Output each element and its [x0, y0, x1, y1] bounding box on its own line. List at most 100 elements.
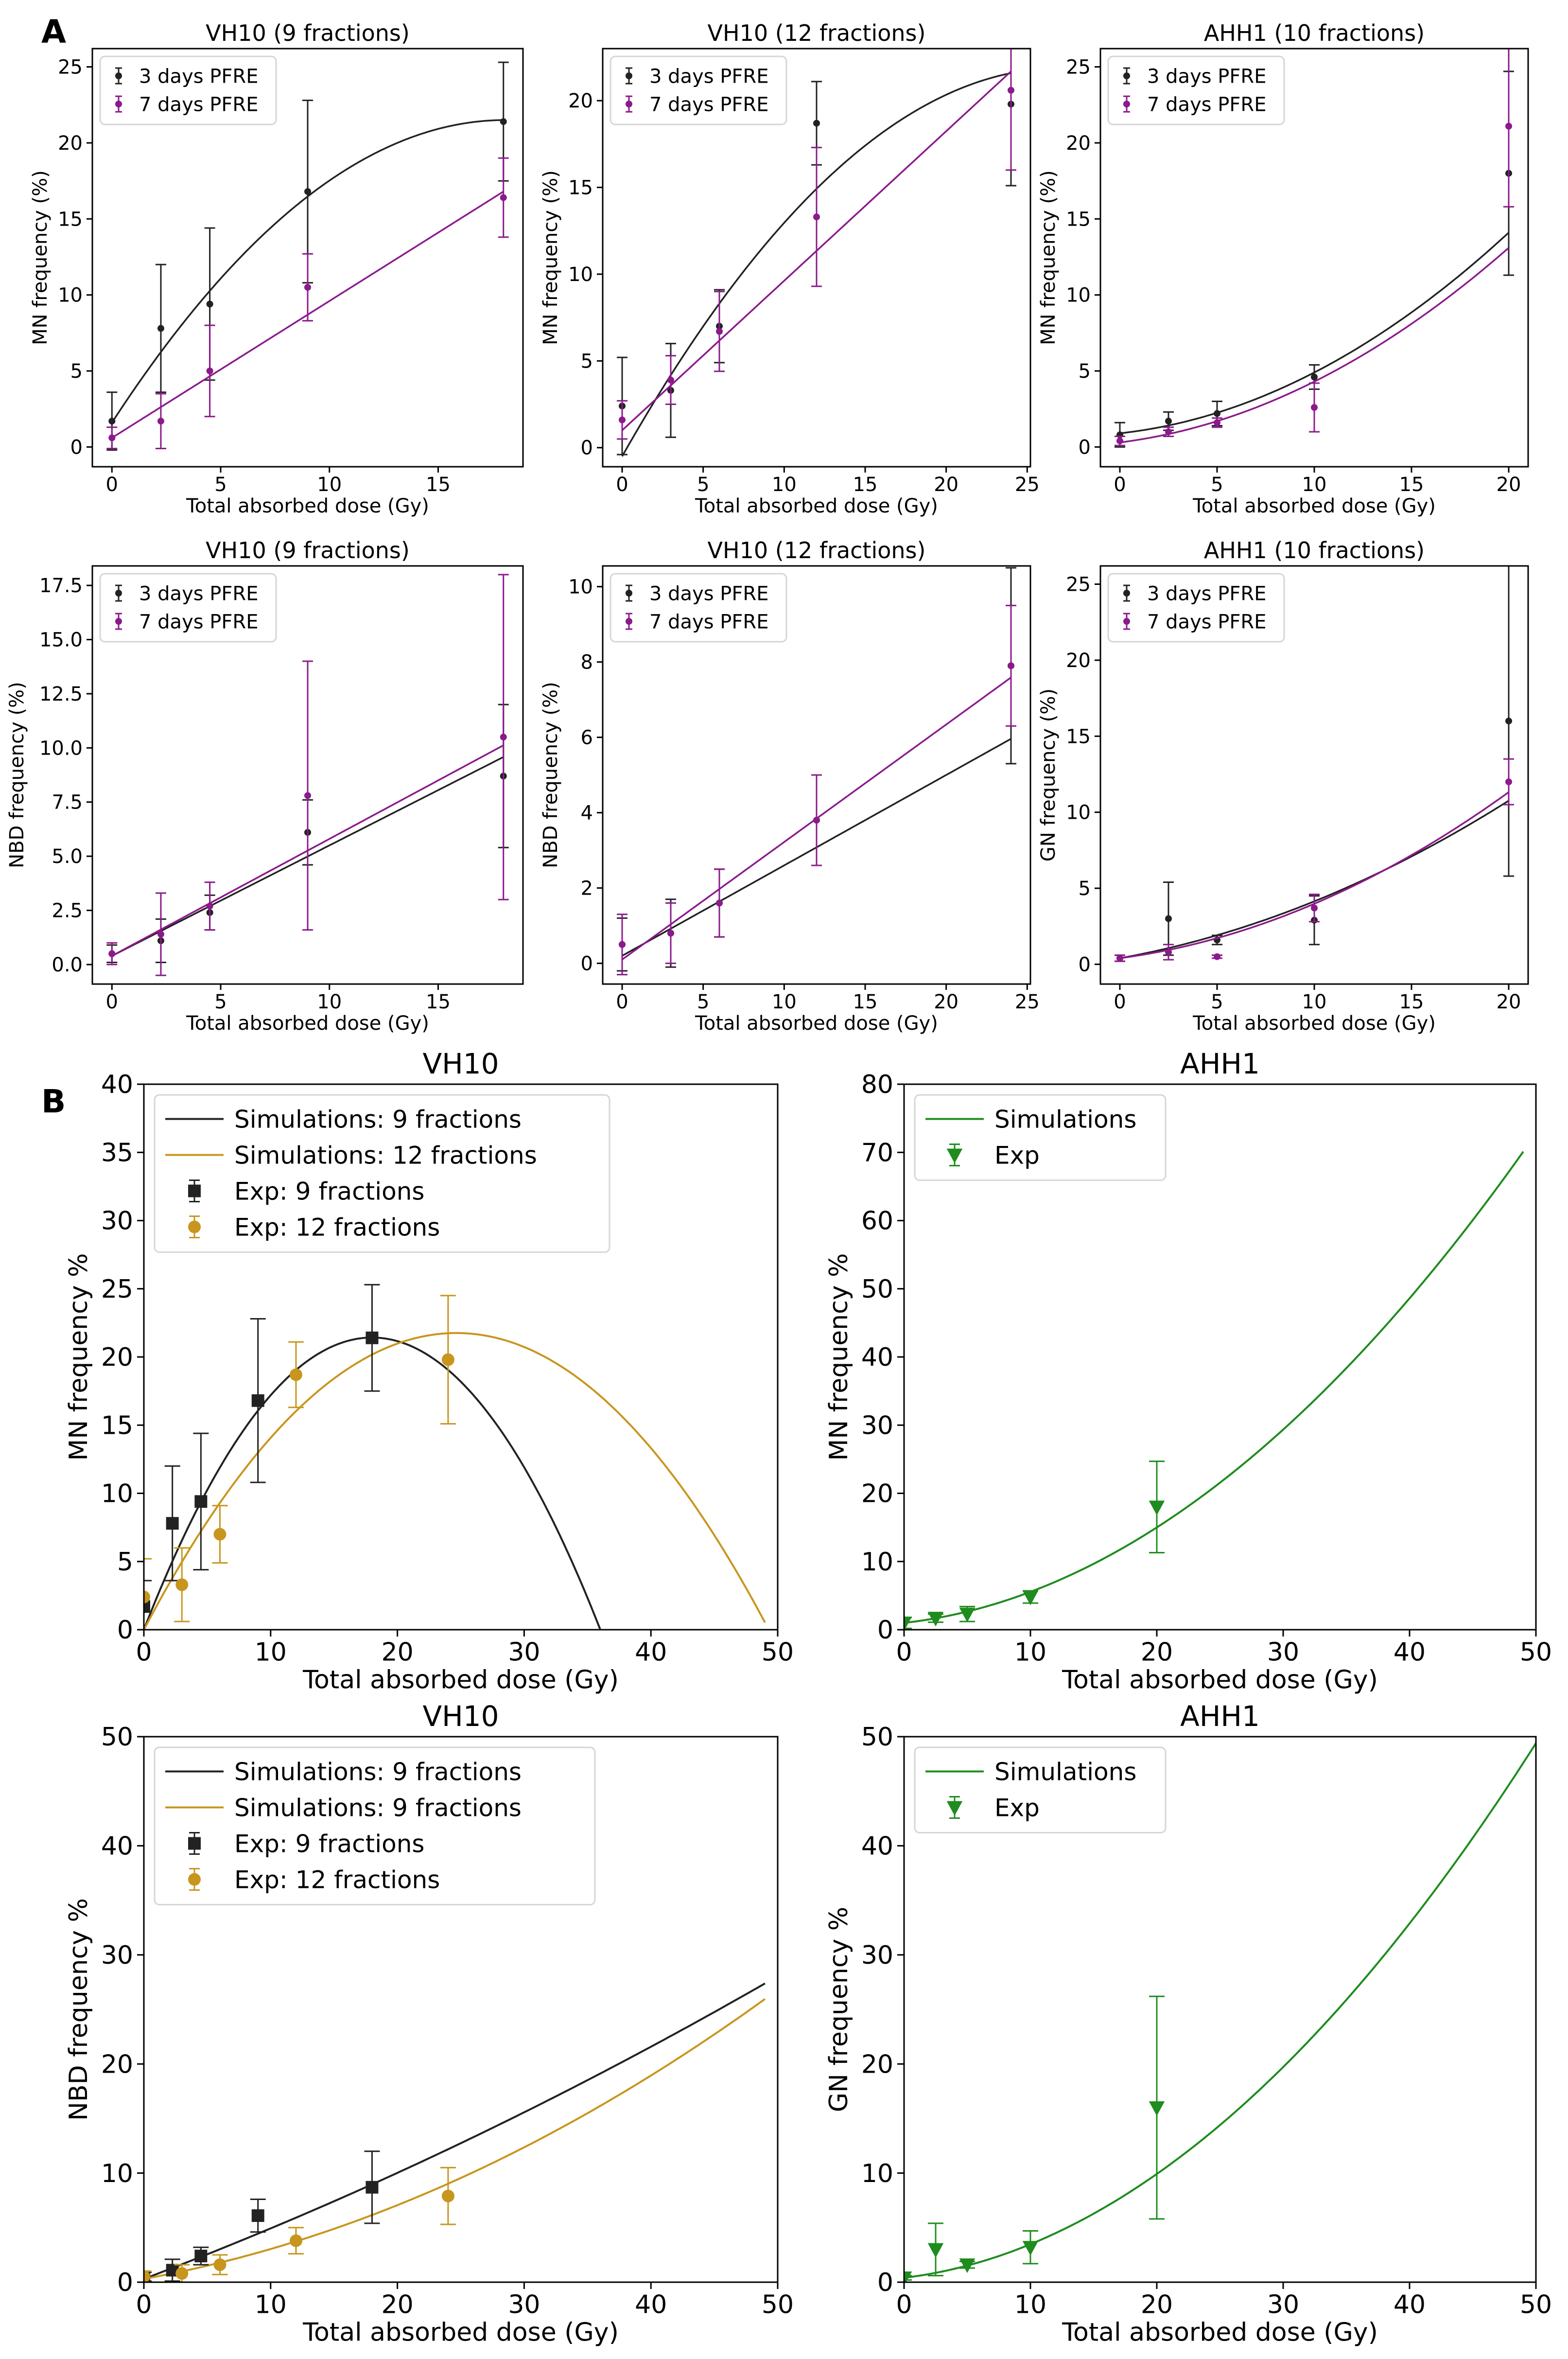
x-tick-label: 10 — [1302, 991, 1327, 1013]
legend-item: 3 days PFRE — [1123, 65, 1267, 88]
chart-b4: AHH1 0 10 20 30 40 50 0 10 20 30 40 50 Total absorbed… — [824, 1700, 1552, 2347]
y-axis-label: NBD frequency (%) — [6, 682, 28, 868]
y-tick-label: 25 — [1066, 574, 1091, 596]
y-tick-label: 5 — [70, 360, 83, 383]
series-simulations-9-fractions — [144, 1337, 602, 1630]
data-point — [304, 283, 311, 291]
plot-area — [144, 1284, 766, 1630]
legend-label: 3 days PFRE — [649, 582, 769, 605]
series-simulations-12-fractions — [144, 1332, 766, 1630]
axes-frame — [602, 565, 1031, 985]
y-tick-label: 15 — [101, 1411, 133, 1440]
axes-frame — [91, 565, 524, 985]
legend-label: Simulations: 9 fractions — [234, 1106, 522, 1134]
x-tick-label: 20 — [934, 991, 958, 1013]
legend-label: 7 days PFRE — [1147, 611, 1267, 633]
x-tick-label: 5 — [697, 991, 709, 1013]
chart-title: VH10 (12 fractions) — [708, 537, 926, 563]
y-tick-label: 20 — [861, 2050, 893, 2079]
legend-label: 7 days PFRE — [1147, 93, 1267, 116]
data-point — [1116, 437, 1123, 444]
series-7-days-pfre — [1115, 49, 1514, 446]
data-point — [194, 2250, 208, 2263]
x-tick-label: 30 — [508, 1637, 540, 1667]
data-point — [166, 1517, 179, 1530]
data-point — [927, 2243, 944, 2258]
data-point — [1505, 778, 1512, 786]
data-point — [157, 325, 164, 332]
x-tick-label: 20 — [1497, 991, 1521, 1013]
y-tick-label: 5 — [1079, 360, 1091, 383]
y-tick-label: 0 — [1079, 436, 1091, 458]
plot-area — [1115, 49, 1514, 448]
legend-box — [154, 1746, 596, 1905]
y-tick-label: 10 — [568, 264, 593, 286]
data-point — [959, 2258, 976, 2273]
axes-frame — [903, 1736, 1537, 2283]
legend: 3 days PFRE 7 days PFRE — [610, 55, 787, 125]
y-tick-label: 5 — [581, 350, 593, 372]
data-point — [904, 1616, 912, 1630]
x-tick-label: 0 — [1114, 474, 1126, 496]
data-point — [206, 902, 213, 910]
y-tick-label: 50 — [861, 1275, 893, 1304]
plot-area — [904, 1743, 1536, 2282]
legend-marker — [188, 1184, 201, 1197]
data-point — [366, 2181, 379, 2194]
series-7-days-pfre — [617, 604, 1016, 976]
data-point — [813, 213, 820, 221]
x-axis-label: Total absorbed dose (Gy) — [1062, 1666, 1378, 1695]
legend: 3 days PFRE 7 days PFRE — [1107, 55, 1285, 125]
legend-label: 3 days PFRE — [139, 582, 259, 605]
x-tick-label: 15 — [1399, 474, 1424, 496]
x-axis-label: Total absorbed dose (Gy) — [1192, 495, 1436, 517]
x-axis-label: Total absorbed dose (Gy) — [695, 1012, 938, 1035]
data-point — [175, 1578, 189, 1591]
data-point — [213, 1528, 226, 1541]
legend-label: 7 days PFRE — [139, 611, 259, 633]
legend-label: Simulations — [994, 1106, 1136, 1134]
x-tick-label: 10 — [317, 474, 342, 496]
legend-item: Exp: 12 fractions — [188, 1866, 440, 1894]
chart-title: VH10 (9 fractions) — [206, 20, 410, 46]
data-point — [1165, 428, 1172, 436]
data-point — [619, 416, 626, 423]
data-point — [667, 930, 674, 937]
y-tick-label: 5.0 — [52, 845, 83, 868]
legend-marker — [115, 72, 122, 79]
data-point — [619, 941, 626, 948]
y-tick-label: 0 — [70, 436, 83, 458]
chart-a1: VH10 (9 fractions) 0 5 10 15 0 5 10 15 20 25 Total … — [29, 20, 524, 517]
legend-label: 7 days PFRE — [649, 611, 769, 633]
plot-area — [106, 574, 509, 976]
data-point — [1311, 404, 1318, 411]
legend-label: Simulations: 9 fractions — [234, 1794, 522, 1822]
x-axis-label: Total absorbed dose (Gy) — [186, 495, 429, 517]
series-simulations — [904, 1743, 1536, 2279]
series-7-days-pfre — [106, 574, 509, 976]
chart-title: AHH1 — [1180, 1700, 1260, 1733]
y-tick-label: 10 — [861, 1548, 893, 1577]
legend: 3 days PFRE 7 days PFRE — [99, 55, 277, 125]
legend-box — [99, 573, 277, 643]
y-tick-label: 30 — [861, 1941, 893, 1970]
legend-box — [610, 55, 787, 125]
x-tick-label: 10 — [255, 2290, 287, 2319]
fit-curve — [1119, 247, 1510, 443]
legend-item: Simulations: 9 fractions — [165, 1794, 522, 1822]
legend-item: Exp: 9 fractions — [188, 1830, 424, 1858]
data-point — [1165, 418, 1172, 425]
legend: 3 days PFRE 7 days PFRE — [610, 573, 787, 643]
y-tick-label: 0 — [877, 2268, 893, 2297]
data-point — [108, 950, 116, 957]
y-tick-label: 0.0 — [52, 954, 83, 976]
legend-item: Exp — [946, 1794, 1040, 1822]
x-tick-label: 5 — [214, 991, 226, 1013]
legend-item: 3 days PFRE — [1123, 582, 1267, 605]
x-tick-label: 20 — [1141, 1637, 1173, 1667]
y-tick-label: 20 — [101, 1343, 133, 1372]
chart-b3: VH10 0 10 20 30 40 50 0 10 20 30 40 50 Total absorbed… — [64, 1700, 794, 2347]
y-tick-label: 20 — [58, 132, 83, 155]
legend-item: Exp — [946, 1142, 1040, 1170]
chart-title: AHH1 — [1180, 1047, 1260, 1080]
